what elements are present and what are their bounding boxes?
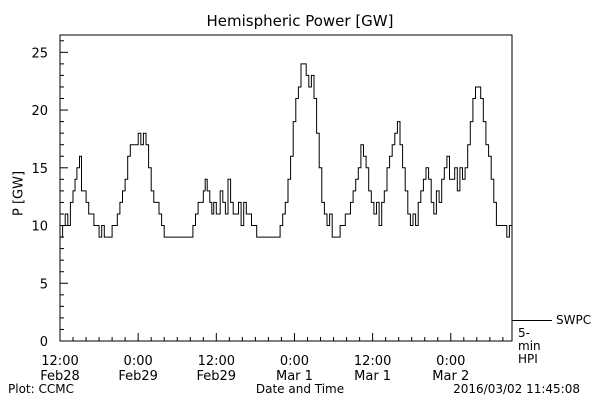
series-line-swpc <box>60 63 512 238</box>
y-tick-label: 5 <box>40 277 48 292</box>
x-tick-label-date: Feb28 <box>40 369 80 384</box>
legend-label-swpc: SWPC <box>556 313 592 327</box>
x-tick-label-date: Mar 1 <box>354 369 391 384</box>
plot-credit: Plot: CCMC <box>8 382 74 396</box>
x-tick-label-time: 0:00 <box>436 354 465 369</box>
x-tick-label-time: 0:00 <box>124 354 153 369</box>
y-tick-label: 20 <box>31 104 48 119</box>
y-tick-label: 25 <box>31 46 48 61</box>
plot-frame <box>59 34 513 342</box>
x-tick-label-time: 0:00 <box>280 354 309 369</box>
y-tick-label: 0 <box>40 335 48 350</box>
x-tick-label-date: Feb29 <box>118 369 158 384</box>
y-tick-label: 10 <box>31 220 48 235</box>
x-tick-label-time: 12:00 <box>354 354 391 369</box>
x-tick-label-date: Mar 1 <box>276 369 313 384</box>
y-tick-label: 15 <box>31 162 48 177</box>
legend-label-hpi: 5-min HPI <box>518 326 541 366</box>
x-tick-label-date: Feb29 <box>197 369 237 384</box>
chart-title: Hemispheric Power [GW] <box>206 12 394 30</box>
x-tick-label-time: 12:00 <box>198 354 235 369</box>
x-axis-label: Date and Time <box>255 382 345 396</box>
timestamp: 2016/03/02 11:45:08 <box>453 382 580 396</box>
x-tick-label-time: 12:00 <box>41 354 78 369</box>
legend-swatch <box>512 320 552 321</box>
x-tick-label-date: Mar 2 <box>432 369 469 384</box>
